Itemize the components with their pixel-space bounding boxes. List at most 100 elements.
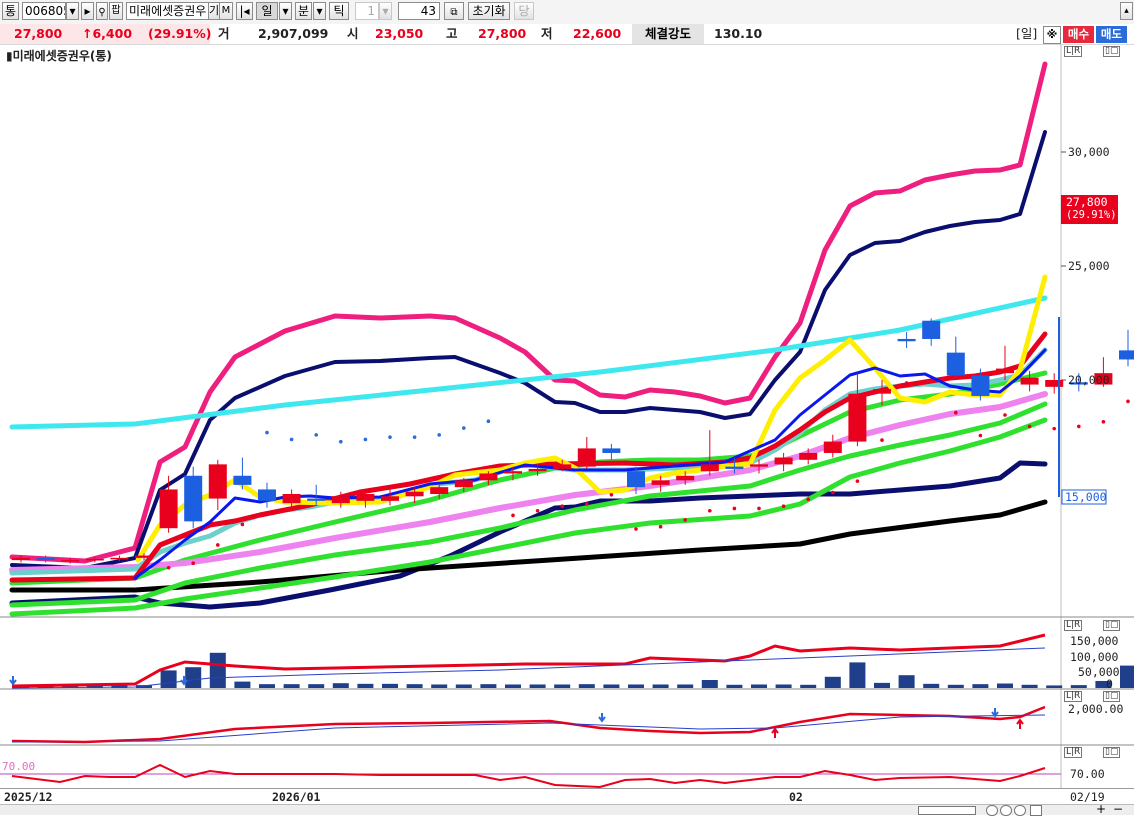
candlestick[interactable] [184,466,203,529]
indicator1-axis-label: 2,000.00 [1068,702,1124,716]
candlestick[interactable] [1045,373,1064,394]
candlestick[interactable] [799,448,818,465]
volume-bar [824,676,841,688]
apply-button[interactable]: ⧉ [444,2,464,20]
next-button[interactable]: ▸ [81,2,94,20]
stock-code-input[interactable]: 006805 [22,2,66,20]
price-panel-max-button[interactable]: ▯▢ [1103,46,1121,57]
ind2-panel-lr-toggle[interactable]: L|R [1064,747,1083,758]
zoom-out-button[interactable] [1000,805,1012,816]
period-min-button[interactable]: 분 [295,2,312,20]
volume-bar [1120,665,1134,688]
date-axis-label: 2026/01 [272,790,321,804]
candlestick[interactable] [676,471,695,485]
plus-icon[interactable]: + [1096,802,1107,816]
candlestick[interactable] [873,380,891,406]
m-button[interactable]: M [219,2,233,20]
candlestick[interactable] [208,459,227,510]
candlestick[interactable] [504,466,522,481]
candlestick[interactable] [774,452,793,472]
volume-arrows [9,676,188,686]
candlestick[interactable] [381,487,399,506]
volume-bar [185,667,202,688]
candlestick[interactable] [1069,373,1088,392]
settings-icon[interactable]: ※ [1043,26,1061,44]
candlestick[interactable] [627,466,645,494]
candlestick[interactable] [331,491,350,508]
volume-panel-max-button[interactable]: ▯▢ [1103,620,1121,631]
dang-button[interactable]: 당 [514,2,534,20]
candlestick[interactable] [750,459,768,474]
first-button[interactable]: |◂ [236,2,253,20]
candlestick[interactable] [946,336,965,378]
candlestick[interactable] [528,464,547,476]
candlestick[interactable] [233,457,252,490]
ind1-panel-lr-toggle[interactable]: L|R [1064,691,1083,702]
volume-panel-lr-toggle[interactable]: L|R [1064,620,1083,631]
ind2-panel-max-button[interactable]: ▯▢ [1103,747,1121,758]
candlestick[interactable] [110,555,129,562]
candlestick[interactable] [135,553,153,561]
code-dropdown-button[interactable]: ▾ [66,2,79,20]
price-panel-lr-toggle[interactable]: L|R [1064,46,1083,57]
period-tick-button[interactable]: 틱 [329,2,349,20]
volume-bar [283,684,300,688]
candlestick[interactable] [1020,370,1039,392]
ind1-panel-max-button[interactable]: ▯▢ [1103,691,1121,702]
candlestick-series[interactable] [12,202,1134,564]
candlestick[interactable] [725,457,744,474]
candlestick[interactable] [897,332,916,349]
chevron-up-icon: ▴ [1124,6,1129,16]
volume-bars [13,652,1134,688]
collapse-button[interactable]: ▴ [1120,2,1133,20]
sar-dot [609,493,614,497]
chart-scrollbar[interactable]: + − [0,802,1134,816]
candlestick[interactable] [651,475,670,492]
candlestick[interactable] [12,555,30,563]
day-dropdown-button[interactable]: ▾ [279,2,292,20]
interval-dropdown-button[interactable]: ▾ [379,2,392,20]
candlestick[interactable] [1094,357,1113,387]
candlestick[interactable] [700,430,719,476]
candlestick[interactable] [159,475,178,533]
tong-button[interactable]: 통 [2,2,19,20]
indicator1-arrows [598,708,1024,738]
candlestick[interactable] [823,434,842,458]
candlestick[interactable] [577,437,596,469]
candlestick[interactable] [85,556,104,563]
candlestick[interactable] [61,557,80,564]
candlestick[interactable] [848,373,867,447]
candlestick[interactable] [405,487,424,504]
min-dropdown-button[interactable]: ▾ [313,2,326,20]
candlestick[interactable] [971,368,990,401]
candlestick[interactable] [996,345,1014,380]
candlestick[interactable] [356,489,375,508]
zoom-in-button[interactable] [1014,805,1026,816]
buy-button[interactable]: 매수 [1063,26,1094,43]
count-input[interactable]: 43 [398,2,440,20]
ma5-yellow-line [135,274,1048,563]
candlestick[interactable] [36,555,55,563]
interval-input[interactable]: 1 [355,2,379,20]
candlestick[interactable] [922,318,941,346]
candlestick[interactable] [479,471,498,485]
candlestick[interactable] [1119,329,1134,367]
reset-button[interactable]: 초기화 [468,2,510,20]
candlestick[interactable] [454,478,473,492]
candlestick[interactable] [258,482,276,508]
pop-button[interactable]: 팝 [109,2,123,20]
candlestick[interactable] [430,484,449,499]
sell-button[interactable]: 매도 [1096,26,1127,43]
volume-label: 거 [218,26,230,41]
candlestick[interactable] [553,459,572,472]
chart-setting-button[interactable] [1030,805,1042,816]
zoom-reset-button[interactable] [986,805,998,816]
search-button[interactable]: ⚲ [96,2,108,20]
candlestick[interactable] [307,484,326,506]
candlestick[interactable] [282,489,301,510]
sar-dot [289,437,294,442]
minus-icon[interactable]: − [1113,802,1124,816]
price-chart[interactable] [0,44,1134,788]
period-day-button[interactable]: 일 [256,2,278,20]
candlestick[interactable] [602,443,621,460]
